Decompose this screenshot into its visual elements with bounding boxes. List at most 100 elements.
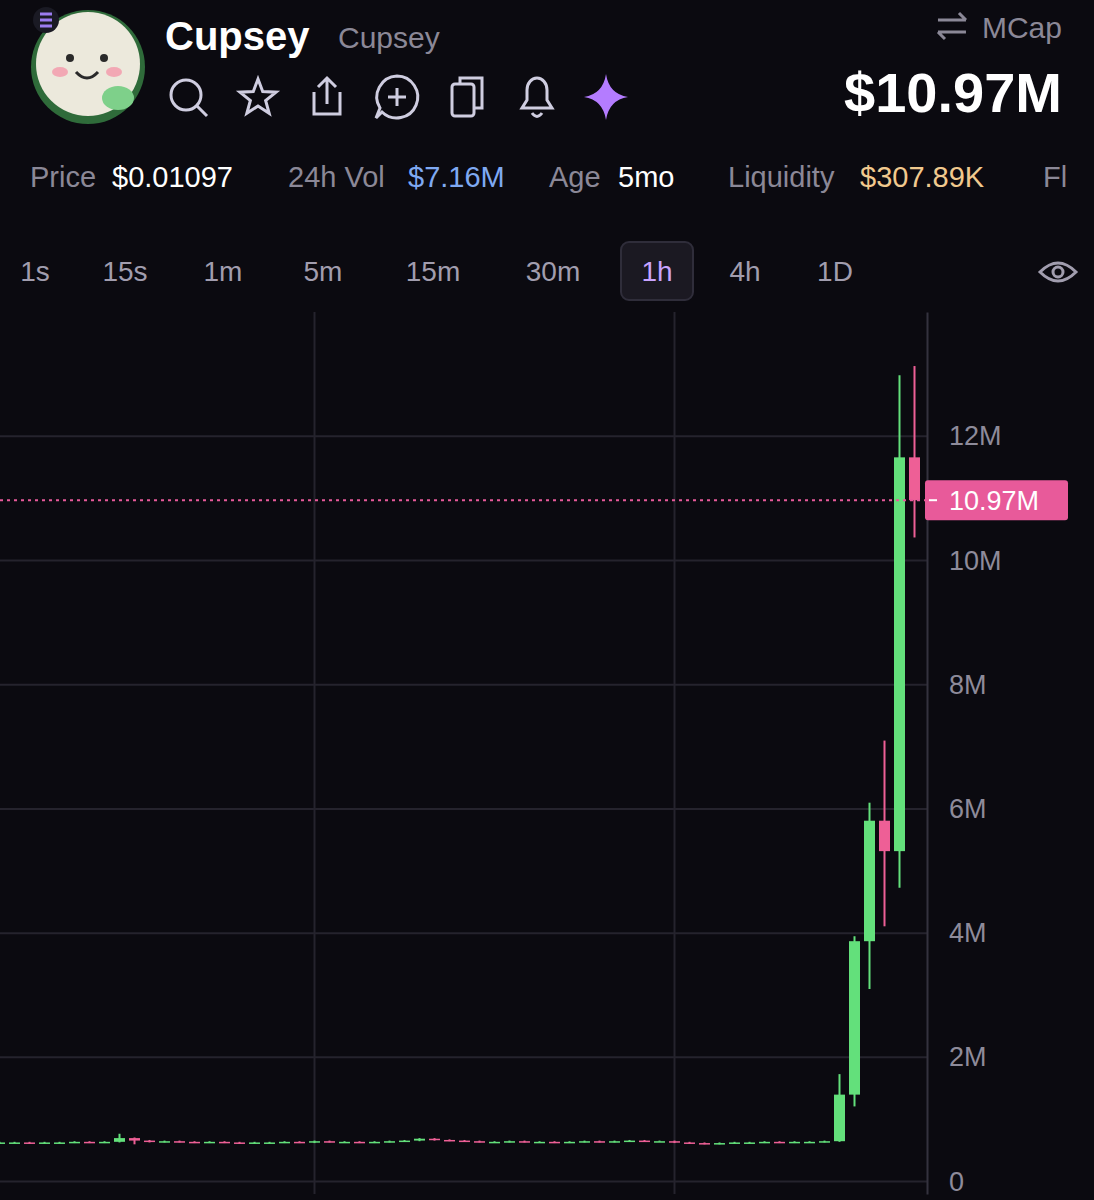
candle-body bbox=[0, 1142, 5, 1144]
candle-body bbox=[789, 1142, 800, 1144]
candles bbox=[0, 366, 927, 1145]
price-label-tick bbox=[929, 499, 937, 501]
candle-body bbox=[774, 1142, 785, 1144]
swap-icon[interactable] bbox=[938, 13, 966, 39]
mcap-label[interactable]: MCap bbox=[982, 11, 1062, 44]
grid-line-y bbox=[0, 684, 927, 686]
candle-body bbox=[264, 1142, 275, 1144]
stat-value: 5mo bbox=[618, 161, 674, 193]
y-tick: 2M bbox=[927, 1042, 987, 1072]
candle-body bbox=[129, 1138, 140, 1140]
grid bbox=[0, 312, 927, 1194]
candle-body bbox=[834, 1095, 845, 1142]
stat-label: Price bbox=[30, 161, 96, 193]
candle-body bbox=[504, 1141, 515, 1143]
candle-body bbox=[864, 821, 875, 941]
grid-line-y bbox=[0, 435, 927, 437]
candle-body bbox=[744, 1142, 755, 1144]
candle-body bbox=[309, 1141, 320, 1143]
eye-icon[interactable] bbox=[1040, 263, 1076, 281]
candle-body bbox=[159, 1141, 170, 1143]
candle-body bbox=[279, 1142, 290, 1144]
candle-body bbox=[54, 1142, 65, 1144]
candle-body bbox=[249, 1142, 260, 1144]
timeframe-option[interactable]: 4h bbox=[729, 256, 760, 287]
candle-body bbox=[24, 1142, 35, 1144]
stat-value: $307.89K bbox=[860, 161, 985, 193]
candle-body bbox=[354, 1142, 365, 1144]
y-tick: 0 bbox=[927, 1167, 964, 1197]
timeframe-option[interactable]: 15m bbox=[406, 256, 460, 287]
star-icon[interactable] bbox=[240, 79, 276, 113]
timeframe-option[interactable]: 1h bbox=[641, 256, 672, 287]
candle-body bbox=[369, 1142, 380, 1144]
y-tick: 10M bbox=[927, 546, 1002, 576]
stat-label: Fl bbox=[1043, 161, 1067, 193]
candle-body bbox=[759, 1142, 770, 1144]
candle-body bbox=[294, 1142, 305, 1144]
stat-label: Age bbox=[549, 161, 601, 193]
y-tick: 4M bbox=[927, 918, 987, 948]
price-label-box bbox=[925, 480, 1068, 520]
candle-body bbox=[414, 1139, 425, 1141]
candle-body bbox=[384, 1141, 395, 1143]
candle-body bbox=[399, 1141, 410, 1143]
mcap-value: $10.97M bbox=[844, 61, 1062, 124]
y-tick-label: 4M bbox=[949, 918, 987, 948]
candle-body bbox=[579, 1141, 590, 1143]
page: CupseyCupseyMCap$10.97MPrice$0.0109724h … bbox=[0, 0, 1094, 1200]
timeframe-option[interactable]: 1D bbox=[817, 256, 853, 287]
candle-body bbox=[519, 1141, 530, 1143]
candle-body bbox=[669, 1141, 680, 1143]
candle-body bbox=[804, 1142, 815, 1144]
share-icon[interactable] bbox=[314, 78, 340, 114]
copy-icon[interactable] bbox=[452, 78, 482, 116]
candle-body bbox=[549, 1142, 560, 1144]
candle-body bbox=[9, 1142, 20, 1144]
avatar bbox=[31, 10, 145, 124]
candle-body bbox=[609, 1141, 620, 1143]
timeframe-option[interactable]: 30m bbox=[526, 256, 580, 287]
candle-body bbox=[639, 1141, 650, 1143]
candle-body bbox=[684, 1142, 695, 1144]
y-axis-line bbox=[927, 313, 929, 1195]
grid-line-y bbox=[0, 559, 927, 561]
price-label-text: 10.97M bbox=[949, 486, 1039, 516]
search-icon[interactable] bbox=[171, 80, 207, 116]
grid-line-y bbox=[0, 932, 927, 934]
timeframe-option[interactable]: 15s bbox=[102, 256, 147, 287]
candle-body bbox=[654, 1141, 665, 1143]
grid-line-y bbox=[0, 808, 927, 810]
token-name: Cupsey bbox=[165, 14, 310, 58]
candle-body bbox=[189, 1142, 200, 1144]
candle-body bbox=[444, 1140, 455, 1142]
bell-icon[interactable] bbox=[522, 78, 552, 117]
grid-line-x bbox=[314, 312, 316, 1194]
candle-body bbox=[99, 1142, 110, 1144]
candle-wick bbox=[914, 366, 916, 537]
candle-body bbox=[204, 1142, 215, 1144]
y-axis: 02M4M6M8M10M12M bbox=[927, 313, 1002, 1197]
sparkle-icon[interactable] bbox=[584, 74, 628, 120]
comment-icon[interactable] bbox=[376, 76, 418, 118]
candle-body bbox=[909, 457, 920, 500]
grid-line-y bbox=[0, 1181, 927, 1183]
timeframe-option[interactable]: 5m bbox=[304, 256, 343, 287]
background bbox=[0, 0, 1094, 1200]
candle-body bbox=[39, 1142, 50, 1144]
y-tick-label: 0 bbox=[949, 1167, 964, 1197]
candle-body bbox=[534, 1142, 545, 1144]
timeframe-option[interactable]: 1m bbox=[204, 256, 243, 287]
candle-body bbox=[729, 1142, 740, 1144]
timeframe-option[interactable]: 1s bbox=[20, 256, 50, 287]
chain-badge bbox=[33, 7, 59, 33]
candle-body bbox=[879, 821, 890, 851]
candle-body bbox=[849, 941, 860, 1094]
y-tick: 8M bbox=[927, 670, 987, 700]
stat-value: $0.01097 bbox=[112, 161, 233, 193]
candle-body bbox=[699, 1143, 710, 1145]
grid-line-y bbox=[0, 1056, 927, 1058]
candle-body bbox=[324, 1141, 335, 1143]
candle-body bbox=[219, 1142, 230, 1144]
candle-body bbox=[144, 1141, 155, 1143]
